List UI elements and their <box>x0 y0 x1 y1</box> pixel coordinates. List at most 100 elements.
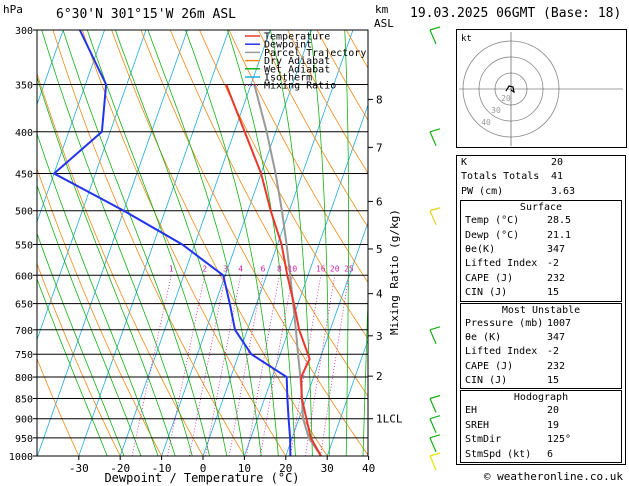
y2-axis-label: Mixing Ratio (g/kg) <box>388 209 401 335</box>
km-tick-label: 8 <box>376 93 383 106</box>
mixing-ratio-label: 10 <box>288 264 298 273</box>
mixing-ratio-label: 2 <box>202 264 207 273</box>
wind-barb-flag <box>429 128 441 133</box>
mixing-ratio-label: 4 <box>238 264 243 273</box>
isotherm-line <box>326 338 368 456</box>
hodo-index-row: SREH 19 <box>461 419 621 433</box>
legend-label: Wet Adiabat <box>264 64 330 75</box>
legend-label: Dry Adiabat <box>264 56 330 67</box>
unstable-index-label: CAPE (J) <box>465 360 514 372</box>
wind-barb-flag <box>429 394 441 400</box>
legend-label: Parcel Trajectory <box>264 48 366 59</box>
hodograph-ring-label: 40 <box>481 118 491 127</box>
wind-barb-staff <box>429 455 437 471</box>
pressure-tick-label: 500 <box>15 207 33 218</box>
pressure-tick-label: 300 <box>15 26 33 37</box>
unstable-index-row: CAPE (J) 232 <box>461 360 621 374</box>
unstable-index-label: CIN (J) <box>465 375 508 387</box>
mixing-ratio-line <box>260 275 293 456</box>
hodo-index-label: SREH <box>465 419 490 431</box>
pressure-tick-label: 800 <box>15 373 33 384</box>
unstable-index-label: θe (K) <box>465 331 502 343</box>
surface-index-label: Dewp (°C) <box>465 229 520 241</box>
pressure-tick-label: 600 <box>15 271 33 282</box>
wet-adiabat-line <box>362 286 368 456</box>
unstable-index-value: 232 <box>547 360 566 372</box>
mixing-ratio-label: 3 <box>223 264 228 273</box>
isotherm-line <box>37 30 64 106</box>
km-tick-label: 2 <box>376 370 383 383</box>
indices-panel: K 20 Totals Totals 41 PW (cm) 3.63 Surface Te… <box>456 155 626 466</box>
most-unstable-title: Most Unstable <box>501 304 581 316</box>
surface-index-value: 15 <box>547 287 560 299</box>
temp-tick-label: 20 <box>279 462 292 475</box>
x-axis-label: Dewpoint / Temperature (°C) <box>104 471 299 485</box>
hodograph-ring-label: 20 <box>501 94 511 103</box>
surface-index-label: CAPE (J) <box>465 272 514 284</box>
wind-barb-flag <box>429 26 441 31</box>
pressure-tick-label: 350 <box>15 81 33 92</box>
km-tick-label: 4 <box>376 288 383 301</box>
unstable-index-value: -2 <box>547 346 560 358</box>
km-tick-label: 3 <box>376 330 383 343</box>
temp-tick-label: 30 <box>321 462 334 475</box>
mixing-ratio-label: 8 <box>277 264 282 273</box>
wind-barb-flag <box>429 434 441 439</box>
mixing-ratio-line <box>246 275 280 456</box>
legend-label: Dewpoint <box>264 40 312 51</box>
hodo-index-value: 6 <box>547 448 554 460</box>
mixing-ratio-label: 1 <box>169 264 174 273</box>
plot-frame <box>36 29 369 457</box>
parcel-trajectory-line <box>253 84 322 456</box>
wind-barb-flag <box>429 415 441 420</box>
km-label: km <box>375 3 389 16</box>
hodo-index-label: StmSpd (kt) <box>465 448 532 460</box>
hodo-index-label: EH <box>465 405 478 417</box>
dry-adiabat-line <box>316 30 368 121</box>
temp-tick-label: 10 <box>238 462 251 475</box>
axes: 3003504004505005506006507007508008509009… <box>9 26 403 475</box>
mixing-ratio-label: 25 <box>344 264 354 273</box>
hodograph-unit: kt <box>461 34 472 44</box>
wet-adiabat-line <box>147 30 262 456</box>
isotherm-line <box>78 30 230 456</box>
surface-index-value: -2 <box>547 258 560 270</box>
pressure-tick-label: 550 <box>15 240 33 251</box>
isotherm-line <box>285 221 368 456</box>
unstable-index-label: Pressure (mb) <box>465 317 544 329</box>
surface-index-row: Lifted Index -2 <box>461 257 621 271</box>
mixing-ratio-line <box>167 275 206 456</box>
isotherm-line <box>37 30 188 456</box>
general-indices: K 20 Totals Totals 41 PW (cm) 3.63 <box>457 156 625 199</box>
mixing-ratio-labels: 1 2 3 4 6 8 10 16 20 25 <box>169 264 354 273</box>
mixing-ratio-label: 20 <box>330 264 340 273</box>
surface-index-row: CIN (J) 15 <box>461 286 621 300</box>
km-tick-label: 6 <box>376 195 383 208</box>
wind-barb-flag <box>429 207 441 212</box>
datetime-title: 19.03.2025 06GMT (Base: 18) <box>410 6 622 21</box>
general-index-value: 41 <box>551 171 564 183</box>
temp-tick-label: 0 <box>200 462 207 475</box>
mixing-ratio-label: 6 <box>261 264 266 273</box>
unstable-index-row: CIN (J) 15 <box>461 374 621 388</box>
isotherm-line <box>0 0 3 473</box>
mixing-ratio-line <box>205 275 242 456</box>
general-index-row: K 20 <box>457 156 625 170</box>
hodo-index-value: 19 <box>547 419 560 431</box>
mixing-ratio-line <box>189 275 226 456</box>
hodo-index-row: StmSpd (kt) 6 <box>461 448 621 462</box>
hodo-index-row: EH 20 <box>461 404 621 418</box>
surface-index-label: Lifted Index <box>465 258 538 270</box>
profile-lines <box>52 30 322 456</box>
km-tick-label: 7 <box>376 141 383 154</box>
temp-tick-label: -20 <box>110 462 130 475</box>
wind-barb-staff <box>429 437 437 453</box>
pressure-tick-label: 650 <box>15 300 33 311</box>
wind-barb-flag <box>429 452 441 457</box>
wet-adiabat-line <box>185 30 279 456</box>
wind-barbs <box>429 26 441 471</box>
isotherm-line <box>161 30 313 456</box>
